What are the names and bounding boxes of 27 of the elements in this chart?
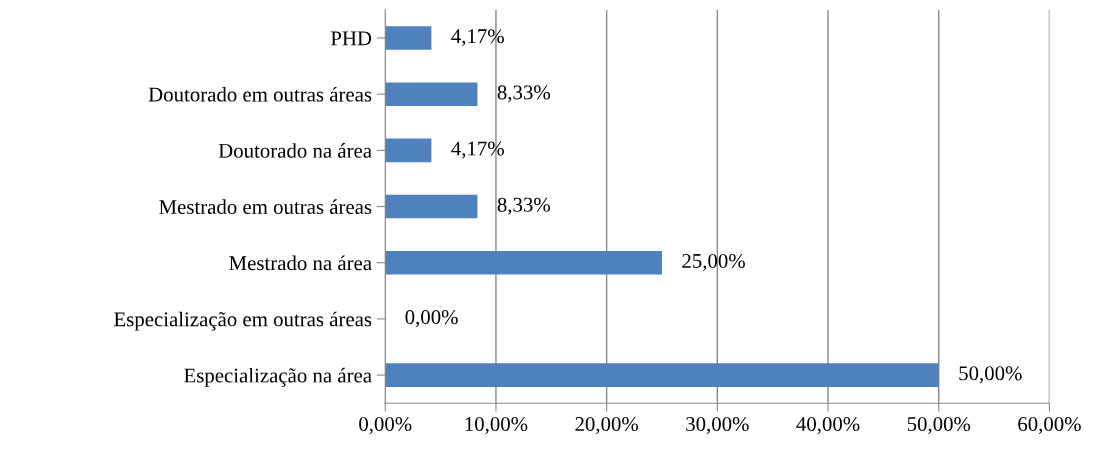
data-label: 4,17%	[451, 141, 504, 159]
data-label: 4,17%	[451, 29, 504, 47]
y-tick-label: PHD	[330, 31, 372, 46]
x-tick-label: 10,00%	[465, 417, 528, 435]
y-tick-label: Especialização na área	[184, 367, 372, 387]
bar	[385, 194, 478, 219]
bar	[385, 82, 478, 106]
x-tick-label: 50,00%	[907, 417, 971, 435]
bar	[385, 363, 939, 387]
data-label: 8,33%	[497, 197, 550, 215]
data-label: 0,00%	[405, 310, 458, 328]
bar	[385, 26, 432, 50]
y-tick-label: Mestrado na área	[229, 255, 372, 271]
x-tick-label: 60,00%	[1018, 417, 1081, 435]
y-tick-label: Especialização em outras áreas	[114, 311, 372, 331]
data-label: 8,33%	[497, 85, 550, 103]
x-tick-label: 40,00%	[796, 417, 860, 435]
x-tick-label: 20,00%	[575, 417, 639, 435]
x-tick-label: 30,00%	[686, 417, 749, 435]
data-label: 50,00%	[959, 366, 1022, 384]
y-tick-label: Doutorado em outras áreas	[148, 86, 372, 102]
y-tick-label: Doutorado na área	[218, 143, 372, 158]
data-label: 25,00%	[682, 253, 745, 271]
x-tick-label: 0,00%	[359, 417, 412, 435]
bar	[385, 250, 662, 275]
y-tick-label: Mestrado em outras áreas	[159, 199, 372, 214]
bar	[385, 138, 432, 163]
